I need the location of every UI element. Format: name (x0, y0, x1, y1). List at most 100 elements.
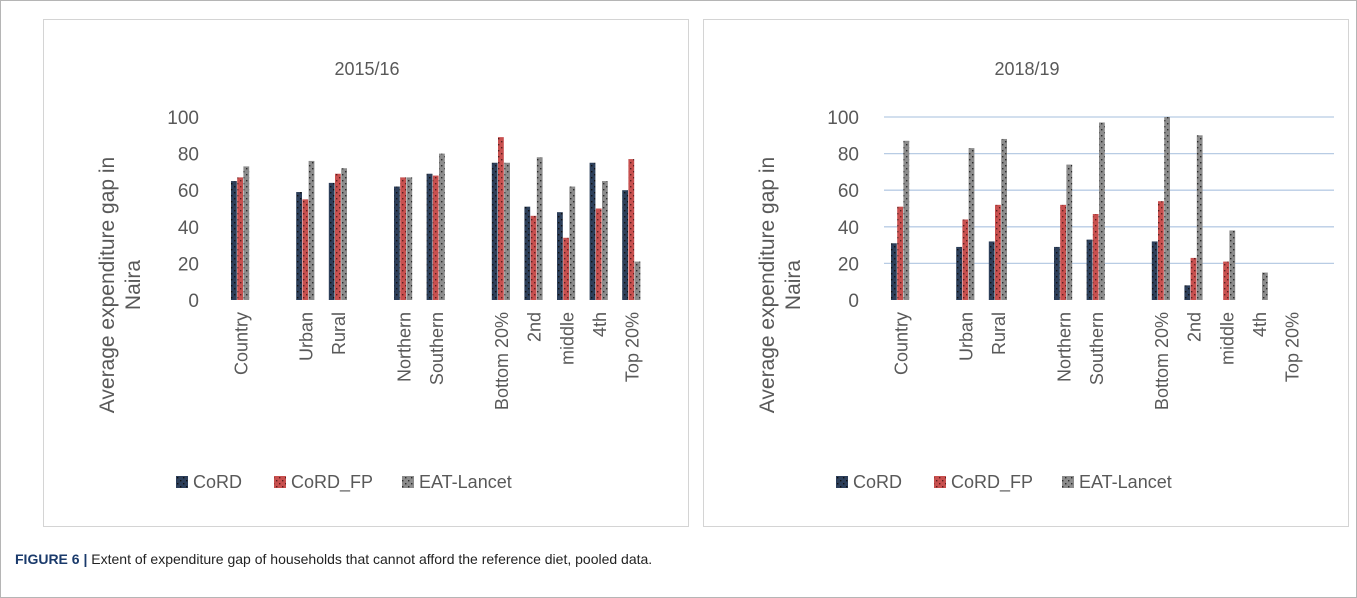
y-tick-label: 60 (838, 181, 859, 202)
bar-cord-bottom-20 (1151, 241, 1158, 300)
x-tick-label: Southern (1087, 312, 1107, 385)
y-tick-label: 60 (178, 181, 199, 202)
bar-cord-fp-rural (995, 204, 1001, 300)
y-axis-label: Average expenditure gap in Naira (756, 157, 805, 413)
x-tick-label: Top 20% (1283, 312, 1303, 382)
bar-eat-lancet-southern (439, 153, 445, 300)
bar-cord-fp-northern (1060, 204, 1066, 300)
bar-eat-lancet-southern (1099, 122, 1105, 301)
x-tick-label: Southern (427, 312, 447, 385)
bar-eat-lancet-country (903, 140, 910, 300)
x-tick-label: Bottom 20% (1152, 312, 1172, 410)
bar-cord-northern (1054, 246, 1060, 300)
bar-cord-2nd (524, 206, 531, 300)
figure-caption: FIGURE 6 | Extent of expenditure gap of … (15, 551, 652, 567)
bar-cord-southern (426, 173, 433, 300)
x-tick-label: Rural (329, 312, 349, 355)
x-tick-label: Urban (957, 312, 977, 361)
bar-eat-lancet-2nd (1196, 135, 1203, 300)
bar-cord-rural (988, 241, 995, 300)
bar-eat-lancet-4th (602, 181, 608, 300)
y-axis-label: Average expenditure gap in Naira (96, 157, 145, 413)
x-tick-label: Country (891, 312, 911, 375)
bar-eat-lancet-urban (308, 160, 315, 300)
bar-cord-fp-bottom-20 (498, 137, 504, 300)
bar-cord-country (891, 243, 897, 300)
chart-panel-2015-16: 2015/16 0 20 40 60 80 100 Average expenditure g… (43, 19, 689, 527)
x-tick-label: Top 20% (623, 312, 643, 382)
bar-eat-lancet-rural (1001, 138, 1007, 300)
bar-eat-lancet-top-20 (634, 261, 641, 300)
bar-cord-fp-urban (962, 219, 969, 300)
legend-label-eat-lancet: EAT-Lancet (1079, 472, 1172, 492)
x-tick-label: Country (231, 312, 251, 375)
bar-cord-2nd (1184, 285, 1191, 300)
bar-cord-southern (1086, 239, 1093, 300)
bar-cord-fp-northern (400, 177, 406, 300)
y-tick-label: 80 (838, 145, 859, 166)
bar-cord-4th (589, 162, 596, 300)
bar-eat-lancet-rural (341, 168, 347, 300)
y-tick-label: 40 (178, 218, 199, 239)
bar-eat-lancet-northern (1066, 164, 1073, 300)
bar-cord-fp-2nd (1190, 257, 1197, 300)
y-tick-label: 40 (838, 218, 859, 239)
y-tick-label: 80 (178, 145, 199, 166)
bar-cord-urban (296, 192, 302, 300)
bar-eat-lancet-middle (569, 186, 576, 300)
x-tick-label: middle (557, 312, 577, 365)
chart-2015-16: 2015/16 0 20 40 60 80 100 Average expenditure g… (96, 59, 643, 493)
bar-cord-fp-country (237, 177, 243, 300)
bar-cord-fp-top-20 (628, 159, 635, 300)
bar-eat-lancet-middle (1229, 230, 1236, 300)
bar-eat-lancet-2nd (536, 157, 543, 300)
y-tick-label: 100 (827, 108, 859, 129)
x-tick-label: 4th (590, 312, 610, 337)
x-tick-label: Bottom 20% (492, 312, 512, 410)
bar-eat-lancet-country (243, 166, 250, 300)
bar-cord-fp-middle (1223, 261, 1229, 300)
chart-panel-2018-19: 2018/19 0 20 40 60 80 100 Average expenditure g… (703, 19, 1349, 527)
legend-swatch-cord-fp (274, 476, 286, 488)
bar-cord-fp-2nd (530, 215, 537, 300)
bar-cord-urban (956, 246, 962, 300)
bar-cord-fp-southern (1092, 213, 1099, 300)
bar-cord-fp-country (897, 206, 903, 300)
y-tick-label: 0 (188, 291, 199, 312)
x-tick-label: 4th (1250, 312, 1270, 337)
caption-text: Extent of expenditure gap of households … (91, 551, 653, 567)
legend-label-cord-fp: CoRD_FP (951, 472, 1033, 493)
x-tick-label: Northern (394, 312, 414, 382)
y-tick-label: 20 (838, 254, 859, 275)
x-tick-label: Northern (1054, 312, 1074, 382)
legend-swatch-cord (176, 476, 188, 488)
bar-eat-lancet-4th (1262, 272, 1268, 300)
legend-label-cord-fp: CoRD_FP (291, 472, 373, 493)
bar-cord-fp-southern (432, 175, 439, 300)
legend-swatch-cord (836, 476, 848, 488)
bar-cord-top-20 (622, 190, 628, 300)
y-tick-label: 0 (848, 291, 859, 312)
bar-cord-northern (394, 186, 400, 300)
bar-cord-bottom-20 (491, 162, 498, 300)
y-tick-label: 100 (167, 108, 199, 129)
x-tick-label: 2nd (1185, 312, 1205, 342)
bar-cord-fp-4th (595, 208, 602, 300)
x-tick-label: middle (1217, 312, 1237, 365)
legend-swatch-eat-lancet (402, 476, 414, 488)
bar-eat-lancet-urban (968, 148, 975, 300)
bar-cord-fp-middle (563, 237, 569, 300)
bar-cord-rural (328, 182, 335, 300)
x-tick-label: Rural (989, 312, 1009, 355)
bar-cord-middle (557, 212, 563, 300)
chart-title: 2015/16 (334, 59, 399, 79)
bar-cord-fp-bottom-20 (1158, 201, 1164, 300)
legend-label-eat-lancet: EAT-Lancet (419, 472, 512, 492)
x-tick-label: Urban (297, 312, 317, 361)
caption-label: FIGURE 6 | (15, 551, 88, 567)
x-tick-label: 2nd (525, 312, 545, 342)
bar-cord-fp-rural (335, 173, 341, 300)
bar-eat-lancet-bottom-20 (1164, 117, 1170, 300)
bar-eat-lancet-bottom-20 (504, 162, 510, 300)
